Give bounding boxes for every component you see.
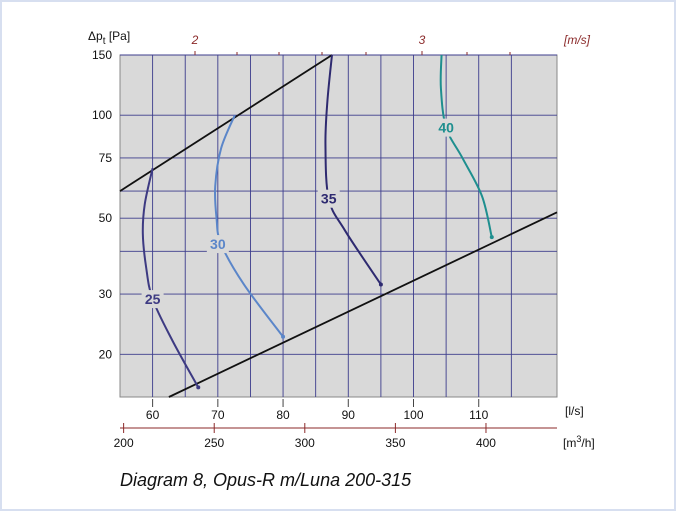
y-tick-50: 50 (99, 211, 113, 225)
volume-unit-label: [m3/h] (563, 434, 595, 450)
y-tick-75: 75 (99, 151, 113, 165)
volume-tick-250: 250 (204, 436, 224, 450)
flow-tick-100: 100 (403, 408, 423, 422)
y-tick-20: 20 (99, 347, 113, 361)
flow-tick-90: 90 (342, 408, 356, 422)
curve-label-40: 40 (438, 120, 454, 136)
curve-end-25 (196, 385, 201, 390)
curve-end-30 (281, 334, 286, 339)
chart-caption: Diagram 8, Opus-R m/Luna 200-315 (120, 470, 412, 490)
curve-label-30: 30 (210, 236, 226, 252)
y-tick-100: 100 (92, 108, 112, 122)
curve-end-35 (378, 282, 383, 287)
flow-tick-110: 110 (469, 408, 488, 422)
flow-unit-label: [l/s] (565, 404, 584, 418)
curve-label-bg-25 (141, 290, 164, 309)
curve-label-bg-35 (317, 189, 340, 208)
curve-40 (439, 54, 493, 238)
curve-25 (141, 167, 200, 388)
flow-tick-60: 60 (146, 408, 160, 422)
curve-end-40 (489, 235, 494, 240)
volume-tick-400: 400 (476, 436, 496, 450)
curve-35 (324, 54, 382, 286)
flow-tick-80: 80 (276, 408, 290, 422)
curve-label-bg-40 (435, 118, 458, 137)
limit-line-1 (119, 54, 333, 192)
curve-label-25: 25 (145, 291, 161, 307)
y-tick-150: 150 (92, 48, 112, 62)
volume-tick-200: 200 (114, 436, 134, 450)
curve-label-bg-30 (206, 235, 229, 254)
volume-tick-300: 300 (295, 436, 315, 450)
volume-tick-350: 350 (385, 436, 405, 450)
y-tick-30: 30 (99, 287, 113, 301)
curve-label-35: 35 (321, 191, 337, 207)
velocity-tick-3: 3 (419, 33, 426, 47)
flow-tick-70: 70 (211, 408, 225, 422)
velocity-unit-label: [m/s] (563, 33, 591, 47)
y-axis-label: Δpt [Pa] (88, 29, 130, 47)
plot-area (119, 54, 558, 398)
velocity-tick-2: 2 (191, 33, 199, 47)
curve-30 (213, 114, 284, 338)
limit-line-2 (168, 211, 558, 398)
